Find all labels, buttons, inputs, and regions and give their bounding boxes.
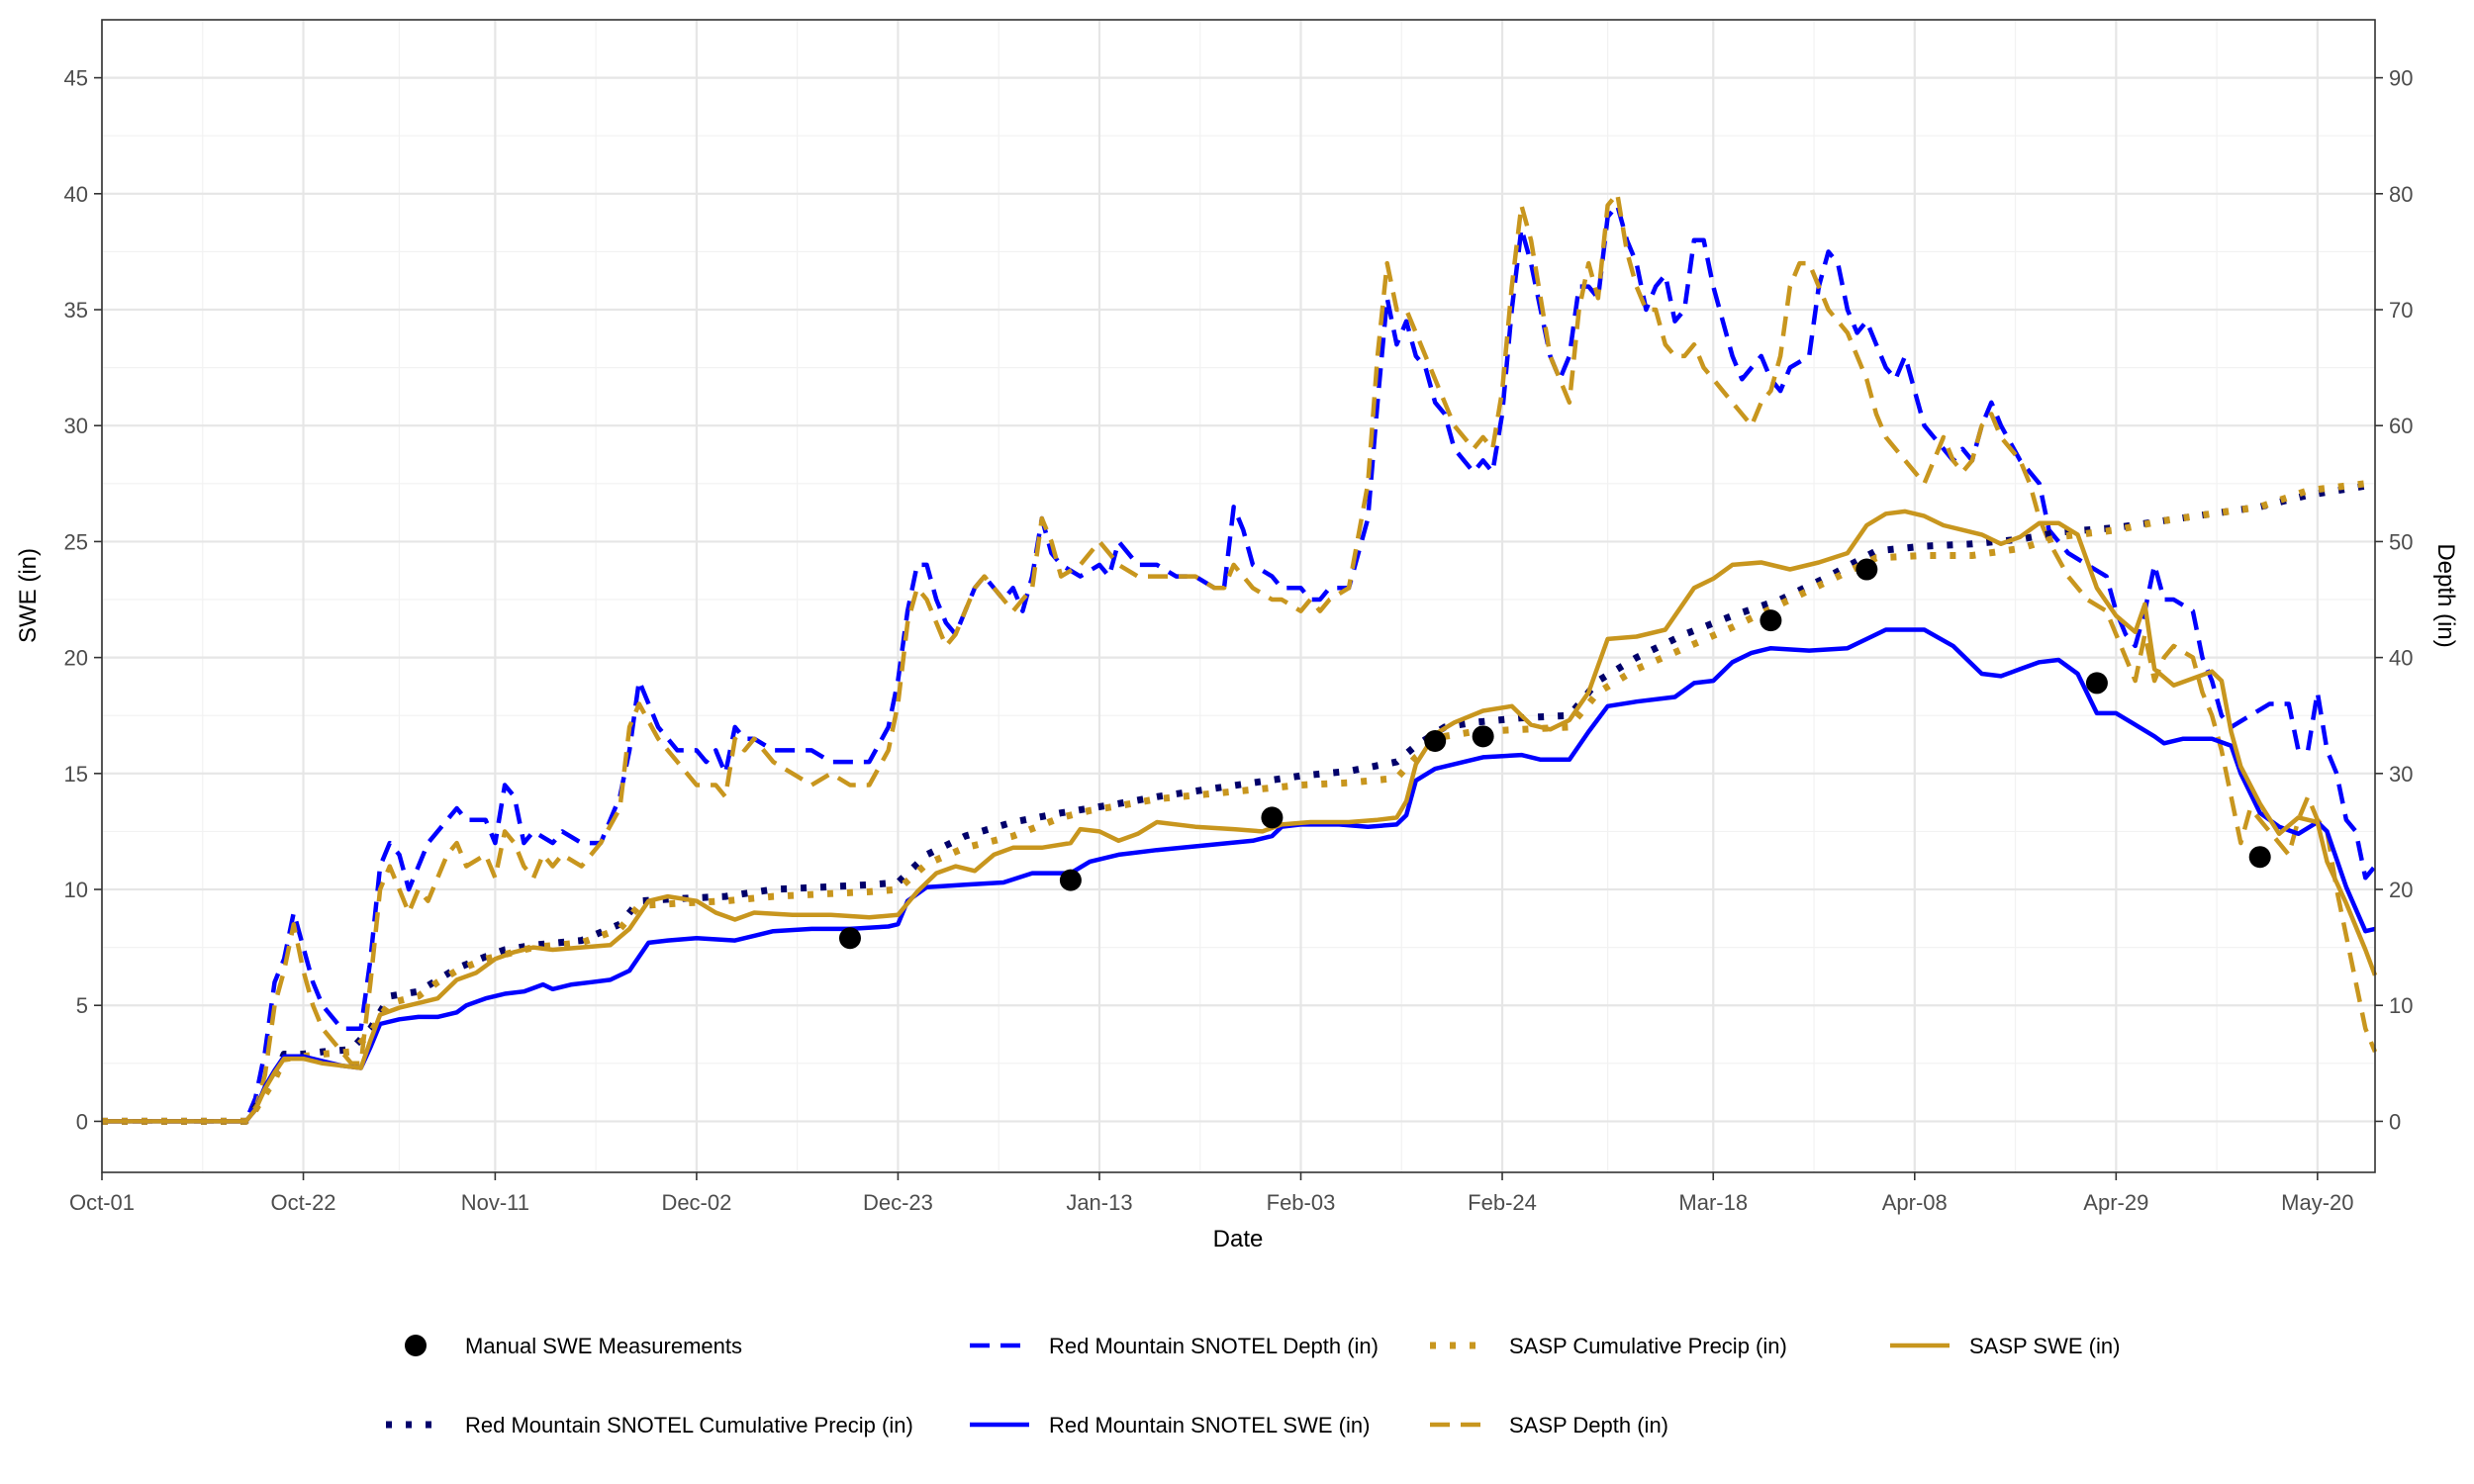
x-tick-label: May-20 [2281,1190,2353,1215]
legend-label: Red Mountain SNOTEL SWE (in) [1049,1413,1370,1438]
y2-tick-label: 70 [2389,298,2413,323]
bottom-axis: Oct-01 Oct-22 Nov-11 Dec-02 Dec-23 Jan-13 Feb-… [69,1172,2354,1215]
y-tick-label: 35 [64,298,88,323]
legend-label: SASP Depth (in) [1509,1413,1668,1438]
plot-panel [102,20,2375,1172]
legend-item: SASP Depth (in) [1430,1413,1668,1438]
y2-axis-title: Depth (in) [2432,543,2459,647]
y2-tick-label: 0 [2389,1109,2401,1134]
y-tick-label: 30 [64,414,88,438]
y-tick-label: 0 [76,1109,88,1134]
y-tick-label: 40 [64,182,88,207]
y2-tick-label: 40 [2389,646,2413,671]
manual-swe-point [838,927,861,950]
x-tick-label: Feb-03 [1267,1190,1336,1215]
x-tick-label: Dec-02 [661,1190,731,1215]
y-tick-label: 25 [64,529,88,554]
series-line-sasp-swe-in [102,509,2378,1124]
manual-swe-point [1760,609,1782,632]
x-tick-label: Apr-29 [2083,1190,2148,1215]
legend-item: Red Mountain SNOTEL Cumulative Precip (i… [386,1413,913,1438]
x-tick-label: Apr-08 [1882,1190,1948,1215]
x-axis-title: Date [1213,1226,1264,1252]
legend-item: Red Mountain SNOTEL SWE (in) [970,1413,1370,1438]
y2-tick-label: 10 [2389,993,2413,1018]
legend-label: SASP SWE (in) [1969,1334,2120,1358]
legend-item: SASP Cumulative Precip (in) [1430,1334,1787,1358]
y-axis-title: SWE (in) [15,548,42,643]
legend-item: Manual SWE Measurements [405,1334,742,1358]
y-tick-label: 15 [64,762,88,787]
manual-swe-point [1261,806,1284,829]
x-tick-label: Nov-11 [461,1190,529,1215]
y2-tick-label: 90 [2389,66,2413,91]
y2-tick-label: 80 [2389,182,2413,207]
y2-tick-label: 20 [2389,878,2413,902]
legend-label: SASP Cumulative Precip (in) [1509,1334,1787,1358]
series-layer [102,191,2378,1125]
x-tick-label: Feb-24 [1468,1190,1537,1215]
legend-label: Red Mountain SNOTEL Cumulative Precip (i… [465,1413,913,1438]
y-tick-label: 5 [76,993,88,1018]
manual-swe-point [2248,846,2271,869]
legend-item: SASP SWE (in) [1890,1334,2120,1358]
x-tick-label: Oct-22 [271,1190,336,1215]
x-tick-label: Dec-23 [863,1190,933,1215]
legend: Manual SWE Measurements Red Mountain SNOT… [386,1334,2120,1438]
x-tick-label: Mar-18 [1678,1190,1748,1215]
manual-swe-point [1059,869,1082,891]
manual-swe-point [1856,558,1878,581]
series-line-sasp-depth-in [102,191,2378,1124]
manual-swe-point [2085,672,2108,695]
y2-tick-label: 50 [2389,529,2413,554]
x-tick-label: Oct-01 [69,1190,135,1215]
manual-swe-point [1424,730,1447,753]
series-line-red-mountain-snotel-depth-in [102,203,2377,1124]
y2-tick-label: 30 [2389,762,2413,787]
major-gridlines [100,20,2375,1172]
legend-item: Red Mountain SNOTEL Depth (in) [970,1334,1379,1358]
legend-label: Manual SWE Measurements [465,1334,742,1358]
manual-swe-point [1472,725,1494,748]
left-axis: 0 5 10 15 20 25 30 35 40 45 [64,66,102,1134]
legend-key-point [405,1335,427,1356]
y2-tick-label: 60 [2389,414,2413,438]
legend-label: Red Mountain SNOTEL Depth (in) [1049,1334,1379,1358]
manual-points-layer [838,558,2271,950]
x-tick-label: Jan-13 [1066,1190,1132,1215]
series-line-red-mountain-snotel-swe-in [102,627,2376,1124]
y-tick-label: 45 [64,66,88,91]
y-tick-label: 20 [64,646,88,671]
right-axis: 0 10 20 30 40 50 60 70 80 90 [2375,66,2413,1134]
y-tick-label: 10 [64,878,88,902]
plot-border [101,19,2376,1173]
